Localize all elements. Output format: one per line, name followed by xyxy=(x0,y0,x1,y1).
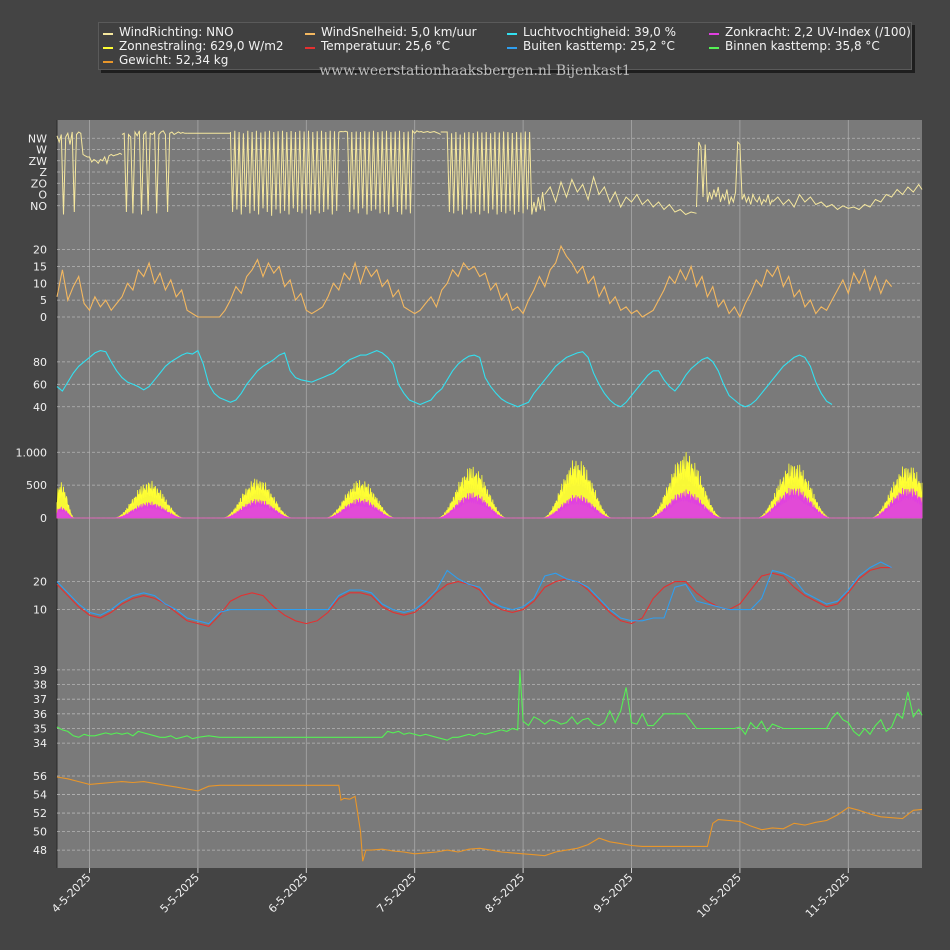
y-tick-label: 15 xyxy=(33,260,47,273)
legend-swatch xyxy=(507,33,517,35)
y-tick-label: 80 xyxy=(33,356,47,369)
panel-weight: 48 50 52 54 56 xyxy=(33,770,923,862)
x-tick-label: 4-5-2025 xyxy=(49,871,94,916)
legend-label: Binnen kasttemp: 35,8 °C xyxy=(725,39,880,53)
y-tick-label: O xyxy=(38,189,47,202)
y-tick-label: ZW xyxy=(29,155,48,168)
y-tick-label: NW xyxy=(28,132,47,145)
y-tick-label: NO xyxy=(30,200,47,213)
x-tick-label: 6-5-2025 xyxy=(266,871,311,916)
panel-windspeed: 0 5 10 15 20 xyxy=(33,244,922,324)
legend-swatch xyxy=(103,47,113,49)
series-buiten-kasttemp-line xyxy=(56,561,892,625)
y-tick-label: 5 xyxy=(40,294,47,307)
legend-swatch xyxy=(305,47,315,49)
series-windrichting-line xyxy=(440,131,546,215)
y-tick-label: 1.000 xyxy=(16,446,48,459)
y-tick-label: 39 xyxy=(33,664,47,677)
y-tick-label: 0 xyxy=(40,311,47,324)
y-tick-label: 36 xyxy=(33,708,47,721)
y-tick-label: 10 xyxy=(33,604,47,617)
y-tick-label: 37 xyxy=(33,693,47,706)
legend-swatch xyxy=(305,33,315,35)
series-windrichting-line xyxy=(544,175,697,216)
series-temperatuur-line xyxy=(56,567,892,628)
y-tick-label: 38 xyxy=(33,679,47,692)
legend-swatch xyxy=(103,33,113,35)
legend-label: Luchtvochtigheid: 39,0 % xyxy=(523,25,677,39)
legend-label: Zonnestraling: 629,0 W/m2 xyxy=(119,39,284,53)
legend-swatch xyxy=(709,47,719,49)
y-tick-label: Z xyxy=(39,166,47,179)
legend-label: Zonkracht: 2,2 UV-Index (/100) xyxy=(725,25,911,39)
series-windsnelheid-line xyxy=(56,244,893,319)
series-luchtvochtigheid-line xyxy=(56,349,833,408)
x-tick-label: 10-5-2025 xyxy=(695,871,744,920)
legend-swatch xyxy=(507,47,517,49)
y-tick-label: 10 xyxy=(33,277,47,290)
x-tick-label: 5-5-2025 xyxy=(158,871,203,916)
series-windrichting-line xyxy=(338,129,441,215)
legend-label: WindRichting: NNO xyxy=(119,25,234,39)
x-axis: 4-5-2025 5-5-2025 6-5-2025 7-5-2025 8-5-2025… xyxy=(49,868,852,920)
series-windrichting-line xyxy=(56,131,123,215)
y-tick-label: 0 xyxy=(40,512,47,525)
legend-swatch xyxy=(709,33,719,35)
series-windrichting-line xyxy=(772,183,923,211)
legend-swatch xyxy=(103,61,113,63)
legend: WindRichting: NNO WindSnelheid: 5,0 km/u… xyxy=(98,22,912,70)
y-tick-label: 60 xyxy=(33,378,47,391)
x-tick-label: 8-5-2025 xyxy=(483,871,528,916)
series-windrichting-line xyxy=(121,130,188,215)
legend-label: WindSnelheid: 5,0 km/uur xyxy=(321,25,477,39)
y-tick-label: 52 xyxy=(33,807,47,820)
y-tick-label: 35 xyxy=(33,722,47,735)
y-tick-label: 20 xyxy=(33,576,47,589)
legend-label: Buiten kasttemp: 25,2 °C xyxy=(523,39,675,53)
y-tick-label: 54 xyxy=(33,789,47,802)
series-gewicht-line xyxy=(56,776,923,862)
y-tick-label: ZO xyxy=(31,177,48,190)
chart-subtitle: www.weerstationhaaksbergen.nl Bijenkast1 xyxy=(319,63,631,79)
x-tick-label: 9-5-2025 xyxy=(591,871,636,916)
series-windrichting-line xyxy=(696,140,773,208)
legend-label: Gewicht: 52,34 kg xyxy=(119,53,229,67)
x-tick-label: 11-5-2025 xyxy=(803,871,852,920)
y-tick-label: 20 xyxy=(33,244,47,257)
y-tick-label: 50 xyxy=(33,826,47,839)
y-tick-label: 56 xyxy=(33,770,47,783)
y-tick-label: W xyxy=(36,144,47,157)
x-tick-label: 7-5-2025 xyxy=(374,871,419,916)
series-zonkracht-area xyxy=(56,487,923,519)
y-tick-label: 500 xyxy=(26,479,47,492)
y-tick-label: 34 xyxy=(33,737,47,750)
panel-solar: 0 500 1.000 xyxy=(16,446,923,525)
panel-temperature: 10 20 xyxy=(33,561,922,628)
series-windrichting-line xyxy=(229,130,340,216)
y-tick-label: 48 xyxy=(33,844,47,857)
legend-label: Temperatuur: 25,6 °C xyxy=(321,39,451,53)
series-binnen-kasttemp-line xyxy=(56,669,923,741)
y-tick-label: 40 xyxy=(33,401,47,414)
panel-humidity: 40 60 80 xyxy=(33,349,922,414)
